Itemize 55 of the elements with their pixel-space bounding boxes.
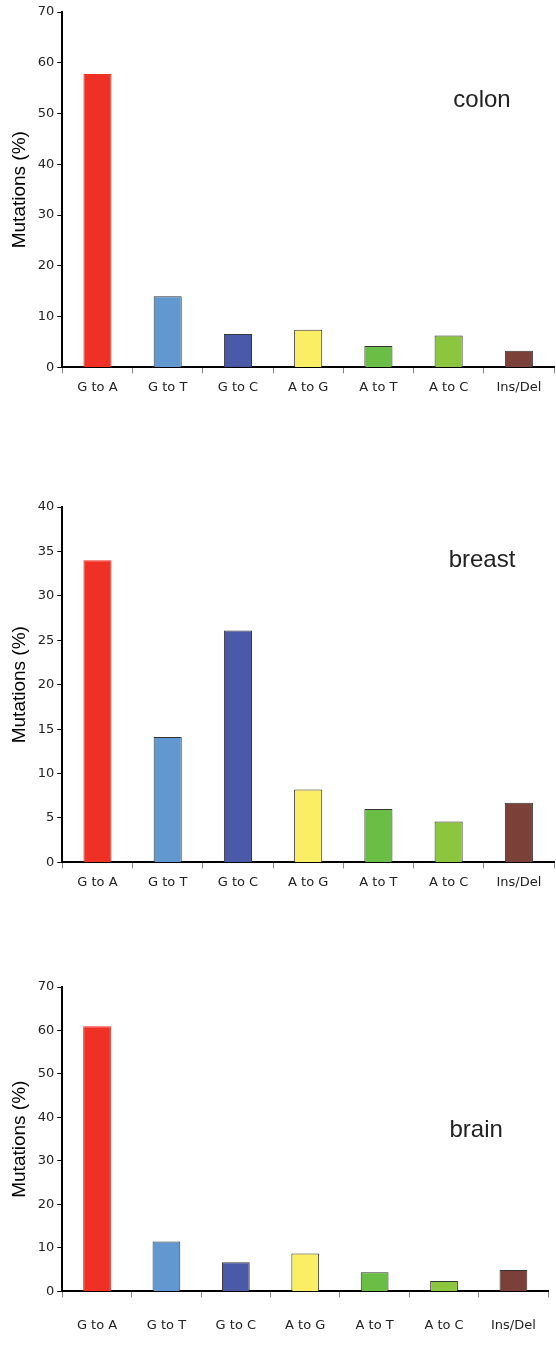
- y-tick-label: 70: [37, 3, 55, 19]
- y-tick-label: 40: [37, 498, 55, 514]
- y-tick-label: 30: [37, 587, 55, 603]
- y-tick-label: 40: [37, 155, 55, 171]
- x-tick-label: G to A: [76, 1316, 118, 1332]
- text: brain: [449, 1114, 503, 1142]
- y-tick-label: 15: [37, 720, 55, 736]
- x-tick-label: G to A: [77, 873, 118, 889]
- x-tick-label: G to C: [217, 378, 259, 394]
- y-tick-label: 10: [37, 1239, 55, 1255]
- y-tick-label: 70: [37, 978, 55, 994]
- bar: [83, 73, 112, 367]
- bar: [83, 1026, 111, 1291]
- y-tick-label: 5: [46, 809, 55, 825]
- y-tick-label: 60: [37, 54, 55, 70]
- x-tick-label: G to C: [215, 1316, 257, 1332]
- y-tick-label: 25: [37, 631, 55, 647]
- y-tick-label: 0: [46, 853, 55, 869]
- bar: [83, 560, 112, 862]
- y-tick-label: 30: [37, 1152, 55, 1168]
- y-tick-label: 50: [37, 1065, 55, 1081]
- x-tick-label: Ins/Del: [496, 378, 542, 394]
- x-tick-label: G to C: [217, 873, 259, 889]
- y-tick-label: 20: [37, 257, 55, 273]
- text: breast: [448, 544, 516, 572]
- y-tick-label: 35: [37, 542, 55, 558]
- x-tick-label: A to G: [288, 378, 329, 394]
- x-tick-label: G to T: [146, 1316, 187, 1332]
- x-tick-label: Ins/Del: [491, 1316, 536, 1332]
- x-tick-label: A to T: [359, 378, 398, 394]
- x-tick-label: A to C: [429, 873, 469, 889]
- y-tick-label: 40: [37, 1108, 55, 1124]
- x-tick-label: Ins/Del: [496, 873, 542, 889]
- y-tick-label: 50: [37, 104, 55, 120]
- y-tick-label: 10: [37, 764, 55, 780]
- x-tick-label: A to G: [288, 873, 329, 889]
- y-tick-label: 0: [46, 1282, 55, 1298]
- x-tick-label: A to T: [359, 873, 398, 889]
- y-axis-title: Mutations (%): [7, 626, 29, 744]
- x-tick-label: G to T: [148, 873, 188, 889]
- y-axis-title: Mutations (%): [7, 131, 29, 249]
- y-tick-label: 30: [37, 206, 55, 222]
- y-tick-label: 0: [46, 358, 55, 374]
- x-tick-label: G to T: [148, 378, 188, 394]
- text: colon: [453, 85, 511, 113]
- x-tick-label: A to C: [424, 1316, 464, 1332]
- x-tick-label: A to T: [355, 1316, 394, 1332]
- y-tick-label: 20: [37, 676, 55, 692]
- x-tick-label: G to A: [77, 378, 118, 394]
- y-tick-label: 10: [37, 308, 55, 323]
- x-tick-label: A to G: [285, 1316, 326, 1332]
- x-tick-label: A to C: [429, 378, 469, 394]
- y-tick-label: 60: [37, 1021, 55, 1037]
- y-axis-title: Mutations (%): [7, 1080, 29, 1198]
- y-tick-label: 20: [37, 1195, 55, 1211]
